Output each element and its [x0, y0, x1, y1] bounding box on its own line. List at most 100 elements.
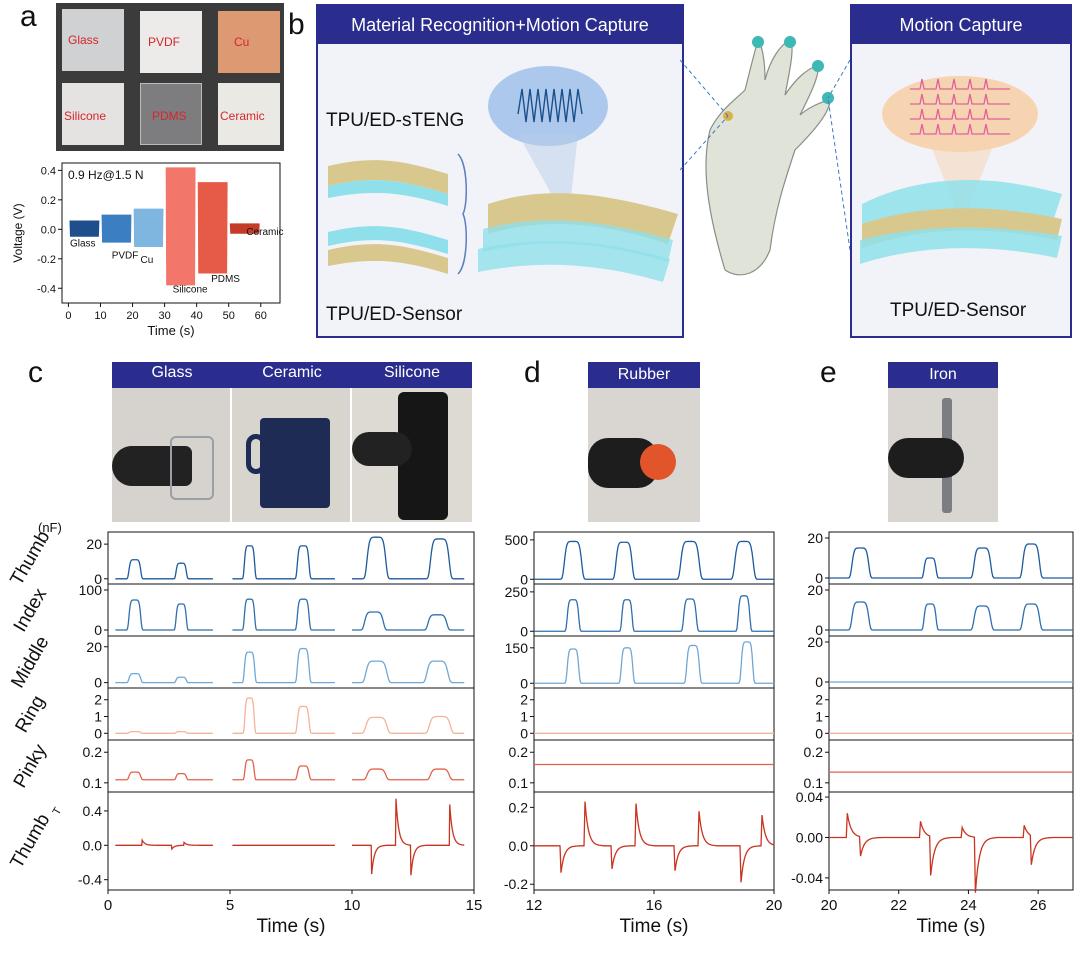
- x-axis-label: Time (s): [620, 916, 689, 937]
- row-frame: [533, 583, 775, 637]
- channel-trace: [115, 771, 213, 781]
- x-tick-label: 30: [158, 310, 170, 322]
- channel-label-text: Ring: [12, 692, 50, 736]
- multi-channel-signal-icon: [910, 78, 1010, 135]
- row-frame: [533, 791, 775, 891]
- channel-trace: [115, 730, 213, 734]
- annotation-label: 0.9 Hz@1.5 N: [68, 168, 144, 182]
- steng-layer-mid: [328, 180, 448, 206]
- row-frame: [107, 791, 475, 891]
- material-recognition-banner: Material Recognition+Motion Capture: [318, 6, 682, 44]
- panel-letter-e: e: [820, 356, 837, 389]
- x-tick-label: 16: [646, 897, 663, 914]
- y-tick-label: 150: [505, 640, 529, 656]
- layer-stack-illustration: [328, 66, 678, 282]
- channel-trace: [352, 798, 465, 876]
- channel-label: Index: [10, 584, 52, 635]
- channel-trace: [115, 559, 213, 580]
- y-tick-label: 0.4: [41, 165, 56, 177]
- sensor-layer-top: [328, 226, 448, 254]
- photo-rubber: [588, 388, 700, 522]
- y-tick-label: -0.04: [791, 870, 823, 886]
- y-tick-label: 0: [815, 674, 823, 690]
- x-tick-label: 10: [94, 310, 106, 322]
- y-tick-label: 0.1: [804, 775, 824, 791]
- sample-label: Cu: [234, 35, 250, 49]
- voltage-series: [133, 208, 164, 248]
- steng-label: TPU/ED-sTENG: [326, 110, 465, 131]
- glove-hand: [352, 432, 412, 466]
- photo-ceramic: [232, 388, 350, 522]
- y-tick-label: 0: [94, 571, 102, 587]
- channel-trace: [352, 611, 465, 631]
- hand-illustration: [680, 36, 850, 276]
- photo-silicone: [352, 388, 472, 522]
- series-label: PVDF: [112, 250, 139, 261]
- channel-trace: [352, 768, 465, 781]
- row-frame: [107, 635, 475, 689]
- channel-label: Middle: [7, 633, 53, 692]
- motion-capture-illustration: [860, 76, 1062, 264]
- row-frame: [107, 687, 475, 741]
- voltage-series: [197, 182, 228, 274]
- banner-glass-ceramic-silicone: [112, 362, 472, 388]
- stack-layer-3: [478, 241, 670, 282]
- y-tick-label: 0: [815, 622, 823, 638]
- chart-glass-ceramic-silicone: 020Thumb0100Index020Middle012Ring0.10.2P…: [7, 520, 483, 937]
- x-tick-label: 12: [526, 897, 543, 914]
- series-label: Cu: [141, 255, 154, 266]
- channel-trace: [829, 813, 1073, 893]
- x-tick-label: 0: [65, 310, 71, 322]
- y-tick-label: 0: [520, 623, 528, 639]
- channel-trace: [115, 599, 213, 631]
- y-tick-label: 0: [520, 571, 528, 587]
- x-tick-label: 20: [821, 897, 838, 914]
- channel-trace: [534, 595, 774, 632]
- glass-cup: [170, 436, 214, 500]
- rubber-ball: [640, 444, 676, 480]
- x-tick-label: 24: [960, 897, 977, 914]
- channel-trace: [115, 837, 213, 851]
- series-label: Ceramic: [246, 227, 283, 238]
- x-axis-label: Time (s): [147, 323, 194, 338]
- x-tick-label: 20: [766, 897, 783, 914]
- y-tick-label: 0: [94, 622, 102, 638]
- x-axis-label: Time (s): [917, 916, 986, 937]
- sample-label: Glass: [68, 33, 99, 47]
- channel-trace: [232, 697, 335, 734]
- y-tick-label: -0.4: [37, 283, 56, 295]
- y-tick-label: 500: [505, 532, 529, 548]
- y-tick-label: 0.2: [509, 799, 529, 815]
- x-tick-label: 22: [890, 897, 907, 914]
- y-tick-label: 0.4: [83, 803, 103, 819]
- banner-label-silicone: Silicone: [383, 364, 441, 381]
- row-frame: [828, 635, 1074, 689]
- x-tick-label: 20: [126, 310, 138, 322]
- y-tick-label: 0.0: [509, 838, 529, 854]
- y-tick-label: 20: [86, 639, 102, 655]
- row-frame: [107, 583, 475, 637]
- y-tick-label: 20: [807, 530, 823, 546]
- voltage-series: [165, 167, 196, 286]
- y-tick-label: 1: [520, 709, 528, 725]
- panel-letter-d: d: [524, 356, 541, 389]
- y-tick-label: 0.0: [83, 837, 103, 853]
- channel-trace: [352, 715, 465, 734]
- y-tick-label: 0.2: [509, 744, 529, 760]
- sensor-layer-bot: [860, 227, 1062, 264]
- photo-glass: [112, 388, 230, 522]
- panel-letter-c: c: [28, 356, 43, 389]
- y-tick-label: 100: [79, 582, 103, 598]
- sample-label: PVDF: [148, 35, 181, 49]
- ceramic-mug: [260, 418, 330, 508]
- unit-label: (nF): [38, 520, 62, 535]
- sensor-layer-bot: [328, 244, 448, 274]
- banner-rubber: Rubber: [588, 362, 700, 388]
- channel-trace: [534, 641, 774, 684]
- sensor-label-left: TPU/ED-Sensor: [326, 304, 463, 325]
- x-tick-label: 50: [223, 310, 235, 322]
- y-tick-label: 20: [807, 582, 823, 598]
- motion-capture-banner: Motion Capture: [852, 6, 1070, 44]
- sample-tile-ceramic: [218, 83, 280, 145]
